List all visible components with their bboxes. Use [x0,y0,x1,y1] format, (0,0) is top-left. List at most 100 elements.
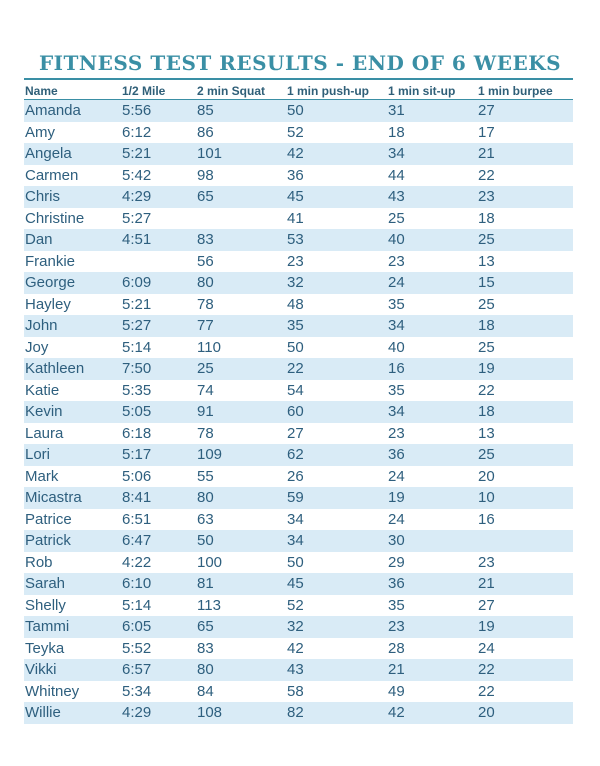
cell-value: 25 [478,338,495,356]
cell-value: 22 [478,661,495,679]
table-cell-squat: 100 [196,551,286,573]
cell-value: George [25,274,76,292]
cell-value: 23 [478,188,495,206]
table-cell-squat: 109 [196,444,286,466]
table-cell-burpee: 21 [477,143,573,165]
table-row: Kevin 5:05 91 60 34 18 [24,401,573,423]
cell-value: 5:21 [122,145,152,163]
table-row: Whitney 5:34 84 58 49 22 [24,680,573,702]
cell-value: 74 [197,381,214,399]
table-cell-half-mile: 5:35 [121,379,196,401]
cell-value: Mark [25,467,59,485]
cell-value: 36 [388,446,405,464]
table-cell-sit-up: 19 [387,487,477,509]
cell-value: 5:27 [122,317,152,335]
table-cell-push-up: 58 [286,680,387,702]
table-cell-burpee: 25 [477,444,573,466]
table-row: Hayley 5:21 78 48 35 25 [24,293,573,315]
table-cell-push-up: 59 [286,487,387,509]
table-cell-burpee [477,530,573,552]
table-cell-name: Angela [24,143,121,165]
table-cell-push-up: 48 [286,293,387,315]
table-cell-name: Amanda [24,99,121,122]
table-cell-squat: 65 [196,616,286,638]
cell-value: 19 [478,360,495,378]
table-cell-sit-up: 49 [387,680,477,702]
table-cell-push-up: 36 [286,164,387,186]
cell-value: 5:34 [122,682,152,700]
cell-value: 27 [478,102,495,120]
cell-value: 41 [287,209,304,227]
table-cell-sit-up: 35 [387,594,477,616]
table-cell-sit-up: 36 [387,444,477,466]
title-divider [24,78,573,80]
table-cell-name: Katie [24,379,121,401]
cell-value: 108 [197,704,223,722]
column-header-sit-up: 1 min sit-up [387,83,477,100]
table-cell-name: Joy [24,336,121,358]
cell-value: 34 [388,403,405,421]
cell-value: 5:14 [122,596,152,614]
table-cell-half-mile: 5:27 [121,315,196,337]
cell-value: 34 [388,317,405,335]
cell-value: 85 [197,102,214,120]
cell-value: Kevin [25,403,63,421]
cell-value: 50 [287,338,304,356]
table-row: Angela 5:21 101 42 34 21 [24,143,573,165]
table-cell-squat: 84 [196,680,286,702]
cell-value: 5:27 [122,209,152,227]
cell-value: 24 [388,274,405,292]
table-cell-push-up: 60 [286,401,387,423]
cell-value: 44 [388,166,405,184]
table-cell-burpee: 24 [477,637,573,659]
column-header-name: Name [24,83,121,100]
cell-value: Patrick [25,532,71,550]
cell-value: 98 [197,166,214,184]
cell-value: 21 [478,575,495,593]
cell-value [196,210,197,227]
table-cell-name: Lori [24,444,121,466]
column-header-label: 1 min burpee [478,84,553,98]
cell-value: 36 [287,166,304,184]
cell-value: 40 [388,231,405,249]
table-cell-sit-up: 40 [387,229,477,251]
cell-value: 24 [388,510,405,528]
table-row: Vikki 6:57 80 43 21 22 [24,659,573,681]
table-cell-burpee: 25 [477,293,573,315]
table-cell-half-mile: 6:57 [121,659,196,681]
cell-value: 34 [287,510,304,528]
cell-value: 50 [287,102,304,120]
cell-value: 8:41 [122,489,152,507]
table-cell-squat: 113 [196,594,286,616]
table-cell-squat: 83 [196,229,286,251]
table-cell-burpee: 22 [477,379,573,401]
table-cell-half-mile: 6:12 [121,121,196,143]
cell-value: 6:18 [122,424,152,442]
cell-value: 20 [478,704,495,722]
cell-value: 5:17 [122,446,152,464]
table-cell-squat: 65 [196,186,286,208]
table-cell-sit-up: 34 [387,315,477,337]
table-cell-sit-up: 24 [387,465,477,487]
table-cell-squat: 56 [196,250,286,272]
cell-value: 42 [287,145,304,163]
table-cell-name: John [24,315,121,337]
cell-value: 28 [388,639,405,657]
table-cell-squat: 55 [196,465,286,487]
cell-value: 55 [197,467,214,485]
table-cell-sit-up: 34 [387,143,477,165]
cell-value: 5:56 [122,102,152,120]
table-cell-sit-up: 23 [387,250,477,272]
cell-value: 29 [388,553,405,571]
table-cell-half-mile: 5:05 [121,401,196,423]
cell-value: 52 [287,596,304,614]
table-cell-name: Patrice [24,508,121,530]
table-row: John 5:27 77 35 34 18 [24,315,573,337]
cell-value: 25 [478,231,495,249]
table-cell-name: Laura [24,422,121,444]
cell-value: 109 [197,446,223,464]
cell-value: 59 [287,489,304,507]
table-cell-push-up: 23 [286,250,387,272]
table-row: George 6:09 80 32 24 15 [24,272,573,294]
